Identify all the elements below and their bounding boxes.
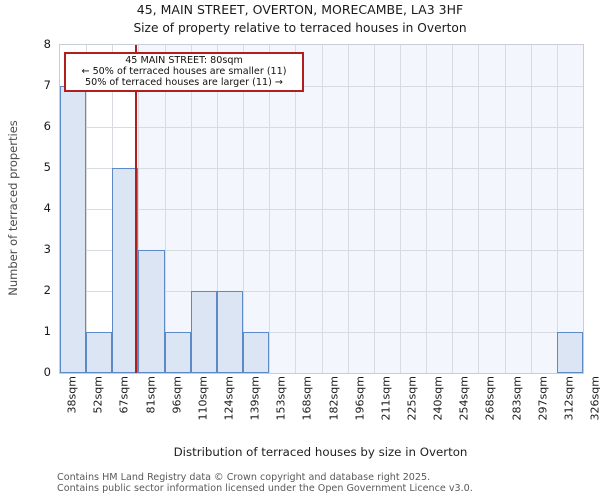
histogram-bar [243, 332, 270, 373]
y-axis-title: Number of terraced properties [6, 120, 20, 296]
y-tick-label: 8 [43, 37, 51, 51]
x-tick-label: 81sqm [143, 376, 157, 414]
x-tick-label: 139sqm [248, 376, 262, 421]
x-tick-label: 297sqm [536, 376, 550, 421]
vertical-gridline [399, 45, 401, 373]
x-tick-label: 38sqm [65, 376, 79, 414]
x-tick-label: 240sqm [431, 376, 445, 421]
annotation-line-1: 45 MAIN STREET: 80sqm [125, 55, 243, 66]
x-tick-label: 124sqm [222, 376, 236, 421]
property-size-marker-line [135, 45, 138, 373]
vertical-gridline [504, 45, 506, 373]
y-tick-label: 7 [43, 78, 51, 92]
vertical-gridline [373, 45, 375, 373]
histogram-bar [86, 332, 113, 373]
vertical-gridline [138, 45, 140, 373]
x-tick-label: 326sqm [588, 376, 600, 421]
vertical-gridline [452, 45, 454, 373]
y-tick-label: 5 [43, 160, 51, 174]
vertical-gridline [86, 45, 88, 373]
y-tick-label: 2 [43, 283, 51, 297]
vertical-gridline [164, 45, 166, 373]
x-tick-label: 96sqm [170, 376, 184, 414]
vertical-gridline [556, 45, 558, 373]
x-tick-label: 312sqm [562, 376, 576, 421]
histogram-bar [216, 291, 244, 373]
vertical-gridline [295, 45, 297, 373]
property-annotation-box: 45 MAIN STREET: 80sqm ← 50% of terraced … [64, 52, 304, 92]
histogram-bar [190, 291, 217, 373]
x-tick-label: 283sqm [510, 376, 524, 421]
annotation-line-2: ← 50% of terraced houses are smaller (11… [81, 66, 287, 77]
vertical-gridline [243, 45, 245, 373]
histogram-bar [164, 332, 191, 373]
footer-attribution-line-1: Contains HM Land Registry data © Crown c… [57, 472, 431, 483]
x-tick-label: 52sqm [91, 376, 105, 414]
vertical-gridline [530, 45, 532, 373]
x-tick-label: 196sqm [353, 376, 367, 421]
y-tick-label: 3 [43, 242, 51, 256]
vertical-gridline [426, 45, 428, 373]
vertical-gridline [269, 45, 271, 373]
x-tick-label: 254sqm [457, 376, 471, 421]
y-tick-label: 0 [43, 365, 51, 379]
chart-title: 45, MAIN STREET, OVERTON, MORECAMBE, LA3… [136, 2, 464, 17]
annotation-line-3: 50% of terraced houses are larger (11) → [85, 77, 283, 88]
x-tick-label: 225sqm [405, 376, 419, 421]
histogram-bar [112, 168, 139, 373]
x-tick-label: 211sqm [379, 376, 393, 421]
x-tick-label: 268sqm [483, 376, 497, 421]
vertical-gridline [216, 45, 218, 373]
footer-attribution-line-2: Contains public sector information licen… [57, 483, 473, 494]
x-tick-label: 168sqm [300, 376, 314, 421]
vertical-gridline [321, 45, 323, 373]
vertical-gridline [190, 45, 192, 373]
y-tick-label: 1 [43, 324, 51, 338]
x-tick-label: 67sqm [117, 376, 131, 414]
histogram-bar [138, 250, 165, 373]
x-tick-label: 153sqm [274, 376, 288, 421]
x-axis-title: Distribution of terraced houses by size … [173, 445, 468, 459]
x-tick-label: 110sqm [196, 376, 210, 421]
vertical-gridline [347, 45, 349, 373]
histogram-bar [556, 332, 583, 373]
histogram-bar [60, 86, 87, 373]
x-tick-label: 182sqm [327, 376, 340, 421]
y-tick-label: 6 [43, 119, 51, 133]
chart-subtitle: Size of property relative to terraced ho… [133, 21, 467, 35]
y-tick-label: 4 [43, 201, 51, 215]
plot-area: 45 MAIN STREET: 80sqm ← 50% of terraced … [59, 44, 584, 374]
vertical-gridline [478, 45, 480, 373]
